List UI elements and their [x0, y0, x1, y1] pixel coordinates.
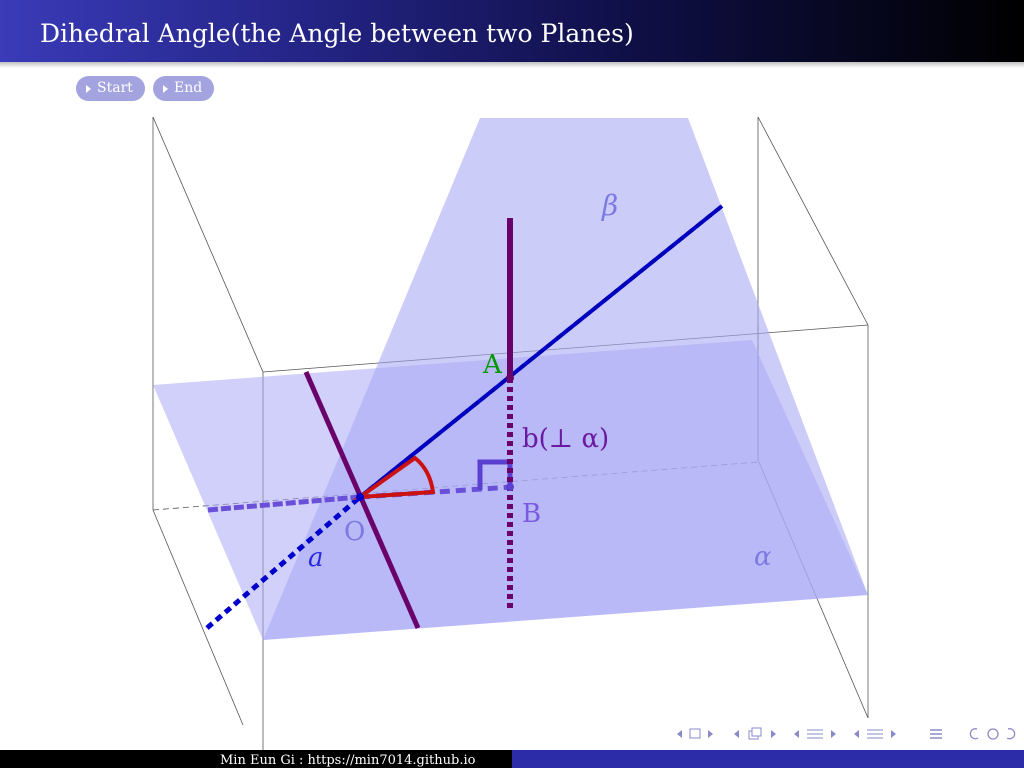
end-button[interactable]: End [153, 76, 215, 101]
point-b-dot [506, 483, 514, 491]
footer-author: Min Eun Gi : https://min7014.github.io [220, 753, 476, 768]
label-point-o: O [344, 517, 365, 547]
label-point-a: A [482, 350, 503, 380]
label-alpha: α [754, 542, 772, 572]
nav-toc-icon[interactable] [928, 726, 944, 742]
nav-search-icon[interactable] [968, 726, 1018, 742]
label-line-b: b(⊥ α) [522, 424, 609, 454]
footer-author-bar: Min Eun Gi : https://min7014.github.io [0, 750, 512, 768]
label-line-a: a [308, 543, 324, 573]
nav-frame-icon[interactable] [676, 726, 716, 742]
nav-subsection-icon[interactable] [733, 726, 779, 742]
nav-section-icon[interactable] [793, 726, 839, 742]
nav-slide-icon[interactable] [853, 726, 899, 742]
label-beta: β [601, 189, 618, 222]
line-a [205, 204, 724, 630]
label-point-b: B [522, 499, 541, 529]
page-title: Dihedral Angle(the Angle between two Pla… [40, 19, 634, 48]
play-icon [86, 84, 91, 93]
end-button-label: End [174, 80, 203, 96]
header-bar: Dihedral Angle(the Angle between two Pla… [0, 0, 1024, 62]
header-shadow [0, 62, 1024, 68]
point-a-dot [506, 374, 514, 382]
play-icon [163, 84, 168, 93]
start-button-label: Start [97, 80, 133, 96]
footer-bar-right [512, 750, 1024, 768]
point-o-dot [356, 493, 364, 501]
start-button[interactable]: Start [76, 76, 145, 101]
angle-marker [353, 455, 436, 500]
right-angle-marker [477, 459, 513, 490]
